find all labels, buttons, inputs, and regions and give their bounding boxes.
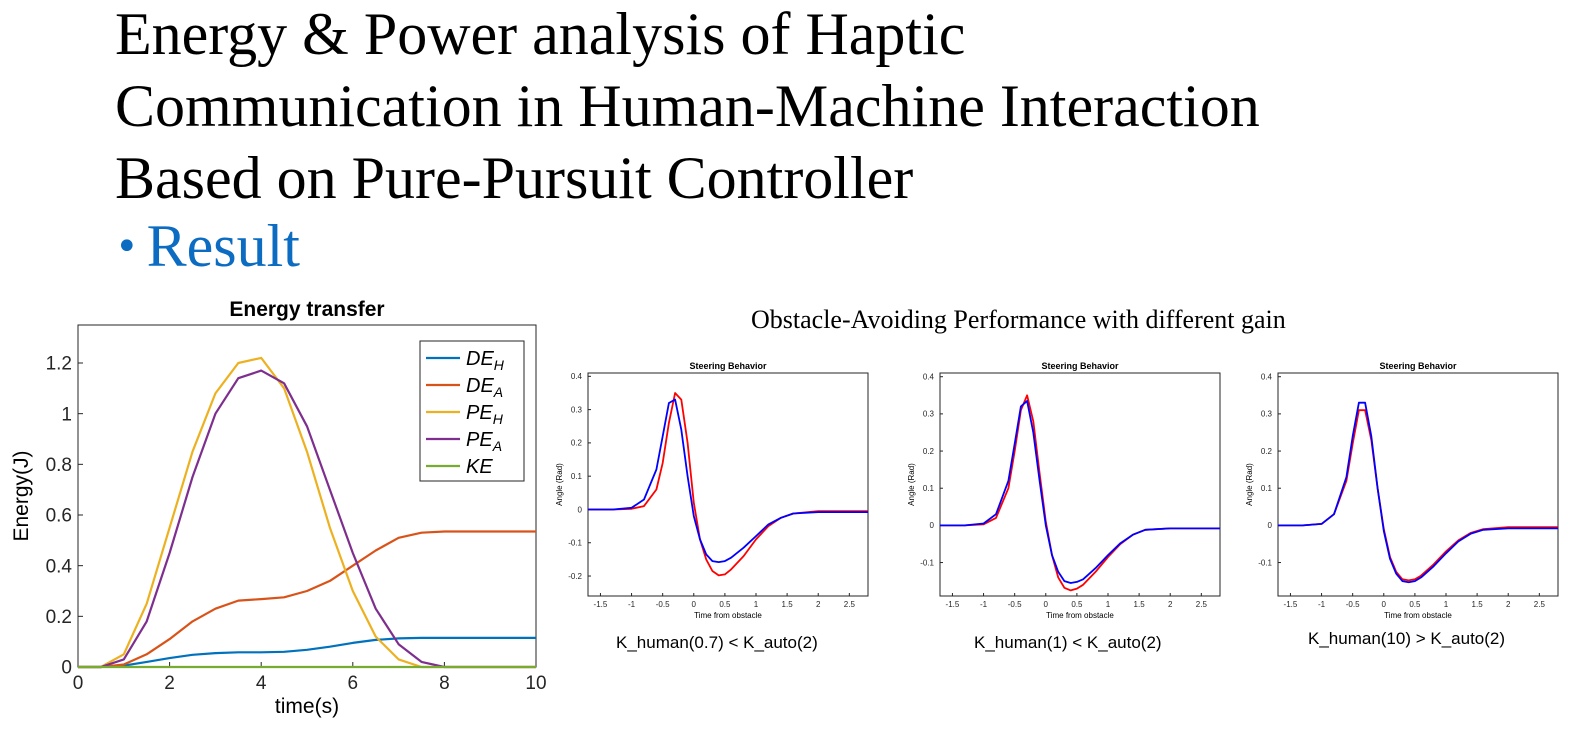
x-tick-label-0-0: 0 xyxy=(73,673,84,694)
x-tick-label-0-1: 2 xyxy=(164,673,175,694)
y-tick-label-1-6: 0.4 xyxy=(571,372,583,381)
series-line-1-1 xyxy=(588,398,868,564)
y-tick-label-1-4: 0.2 xyxy=(571,439,583,448)
series-line-de-a xyxy=(78,530,536,669)
y-tick-label-3-0: -0.1 xyxy=(1258,558,1272,567)
x-tick-label-3-4: 0.5 xyxy=(1409,600,1421,609)
y-tick-label-0-0: 0 xyxy=(61,658,72,679)
plot-frame-2 xyxy=(939,372,1221,597)
y-tick-label-2-3: 0.2 xyxy=(923,447,935,456)
legend-label-de-a: DEA xyxy=(466,375,503,400)
steering-section-heading: Obstacle-Avoiding Performance with diffe… xyxy=(751,305,1286,334)
chart-title-0: Energy transfer xyxy=(229,298,384,321)
steering-chart-2-caption: K_human(1) < K_auto(2) xyxy=(974,633,1162,652)
legend-label-de-h: DEH xyxy=(466,348,505,373)
legend-label-pe-a: PEA xyxy=(466,429,502,454)
y-tick-label-0-4: 0.8 xyxy=(46,455,72,476)
x-tick-label-3-1: -1 xyxy=(1318,600,1326,609)
x-tick-label-0-2: 4 xyxy=(256,673,267,694)
steering-chart-1: Steering Behavior -1.5 -1 -0.5 0 0.5 1 1.5 2 2.5 -… xyxy=(555,361,869,620)
y-tick-label-3-5: 0.4 xyxy=(1261,373,1273,382)
series-line-3-1 xyxy=(1278,401,1558,584)
steering-chart-1-caption: K_human(0.7) < K_auto(2) xyxy=(616,633,818,652)
x-tick-label-1-6: 1.5 xyxy=(782,600,794,609)
result-bullet: • Result xyxy=(115,212,300,281)
x-tick-label-3-3: 0 xyxy=(1382,600,1387,609)
y-tick-label-0-1: 0.2 xyxy=(46,607,72,628)
x-tick-label-1-2: -0.5 xyxy=(656,600,670,609)
y-tick-label-1-0: -0.2 xyxy=(568,572,582,581)
y-tick-label-0-3: 0.6 xyxy=(46,506,72,527)
x-tick-label-2-0: -1.5 xyxy=(946,600,960,609)
steering-chart-3: Steering Behavior -1.5 -1 -0.5 0 0.5 1 1.5 2 2.5 -… xyxy=(1245,361,1559,620)
x-tick-label-3-8: 2.5 xyxy=(1534,600,1546,609)
x-axis-label-1: Time from obstacle xyxy=(694,611,762,620)
steering-chart-3-caption: K_human(10) > K_auto(2) xyxy=(1308,629,1506,648)
y-tick-label-1-1: -0.1 xyxy=(568,539,582,548)
y-axis-label-3: Angle (Rad) xyxy=(1245,463,1254,506)
slide-title-line-3: Based on Pure-Pursuit Controller xyxy=(115,145,914,211)
y-axis-label-0: Energy(J) xyxy=(10,450,33,541)
x-tick-label-1-4: 0.5 xyxy=(719,600,731,609)
y-tick-label-3-4: 0.3 xyxy=(1261,410,1273,419)
x-tick-label-0-4: 8 xyxy=(439,673,450,694)
chart-title-3: Steering Behavior xyxy=(1379,361,1457,371)
bullet-dot-icon: • xyxy=(115,224,139,270)
energy-transfer-chart: Energy transfer 0 2 4 6 8 10 0 0.2 0.4 0.6 0.8 1 1.2 t… xyxy=(10,298,547,718)
x-tick-label-2-1: -1 xyxy=(980,600,988,609)
y-tick-label-2-0: -0.1 xyxy=(920,558,934,567)
slide-title-line-2: Communication in Human-Machine Interacti… xyxy=(115,73,1260,139)
result-bullet-label: Result xyxy=(146,213,300,279)
x-tick-label-1-0: -1.5 xyxy=(594,600,608,609)
x-tick-label-3-7: 2 xyxy=(1506,600,1511,609)
y-tick-label-0-6: 1.2 xyxy=(46,354,72,375)
x-axis-label-2: Time from obstacle xyxy=(1046,611,1114,620)
x-axis-label-3: Time from obstacle xyxy=(1384,611,1452,620)
y-tick-label-0-2: 0.4 xyxy=(46,556,73,577)
y-axis-label-1: Angle (Rad) xyxy=(555,463,564,506)
y-axis-label-2: Angle (Rad) xyxy=(907,463,916,506)
x-axis-label-0: time(s) xyxy=(275,695,339,718)
x-tick-label-3-6: 1.5 xyxy=(1472,600,1484,609)
y-tick-label-2-5: 0.4 xyxy=(923,373,935,382)
x-tick-label-0-5: 10 xyxy=(525,673,546,694)
x-tick-label-2-7: 2 xyxy=(1168,600,1173,609)
x-tick-label-3-2: -0.5 xyxy=(1346,600,1360,609)
y-tick-label-1-2: 0 xyxy=(578,505,583,514)
y-tick-label-3-3: 0.2 xyxy=(1261,447,1273,456)
x-tick-label-1-1: -1 xyxy=(628,600,636,609)
x-tick-label-2-3: 0 xyxy=(1044,600,1049,609)
series-line-2-1 xyxy=(940,400,1220,584)
y-tick-label-0-5: 1 xyxy=(61,404,72,425)
y-tick-label-2-2: 0.1 xyxy=(923,484,935,493)
chart-title-1: Steering Behavior xyxy=(689,361,767,371)
series-line-de-h xyxy=(78,636,536,669)
x-tick-label-1-7: 2 xyxy=(816,600,821,609)
y-tick-label-1-5: 0.3 xyxy=(571,405,583,414)
legend-label-ke: KE xyxy=(466,456,493,478)
slide-title-line-1: Energy & Power analysis of Haptic xyxy=(115,1,966,67)
x-tick-label-1-5: 1 xyxy=(754,600,759,609)
x-tick-label-2-4: 0.5 xyxy=(1071,600,1083,609)
x-tick-label-0-3: 6 xyxy=(348,673,359,694)
x-tick-label-3-5: 1 xyxy=(1444,600,1449,609)
y-tick-label-3-1: 0 xyxy=(1268,521,1273,530)
x-tick-label-2-8: 2.5 xyxy=(1196,600,1208,609)
x-tick-label-1-8: 2.5 xyxy=(844,600,856,609)
y-tick-label-2-1: 0 xyxy=(930,521,935,530)
y-tick-label-1-3: 0.1 xyxy=(571,472,583,481)
x-tick-label-1-3: 0 xyxy=(692,600,697,609)
y-tick-label-2-4: 0.3 xyxy=(923,410,935,419)
chart-title-2: Steering Behavior xyxy=(1041,361,1119,371)
x-tick-label-2-6: 1.5 xyxy=(1134,600,1146,609)
x-tick-label-3-0: -1.5 xyxy=(1284,600,1298,609)
plot-frame-3 xyxy=(1277,372,1559,597)
x-tick-label-2-2: -0.5 xyxy=(1008,600,1022,609)
steering-chart-2: Steering Behavior -1.5 -1 -0.5 0 0.5 1 1.5 2 2.5 -… xyxy=(907,361,1221,620)
legend-label-pe-h: PEH xyxy=(466,402,504,427)
plot-frame-1 xyxy=(587,372,869,597)
x-tick-label-2-5: 1 xyxy=(1106,600,1111,609)
y-tick-label-3-2: 0.1 xyxy=(1261,484,1273,493)
